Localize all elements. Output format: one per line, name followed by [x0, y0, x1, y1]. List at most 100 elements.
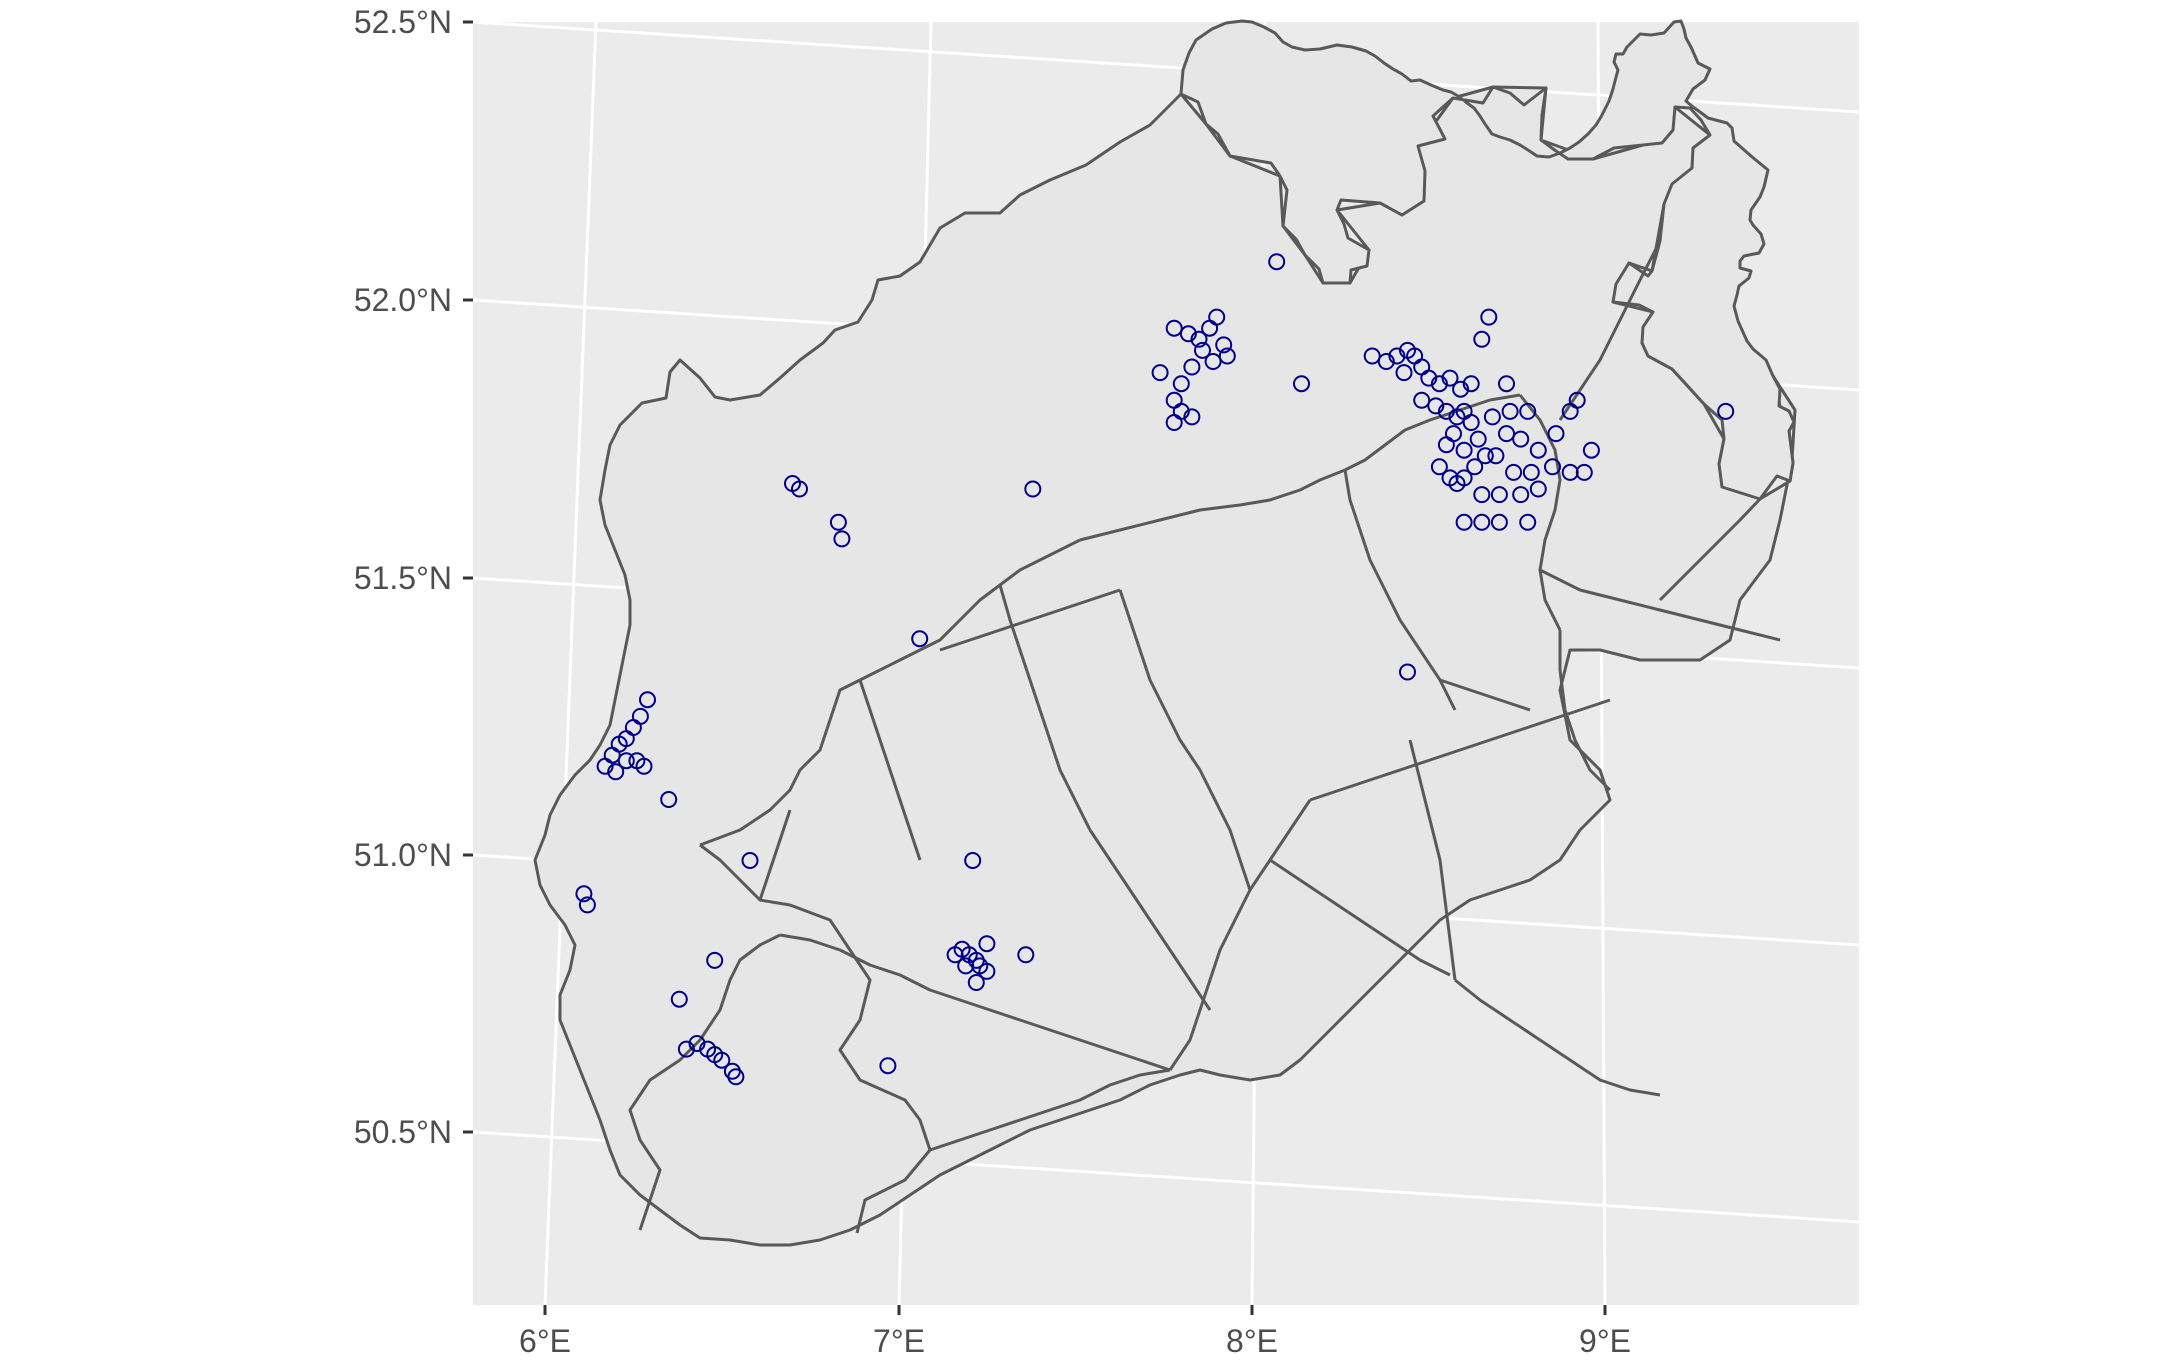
district-border	[858, 679, 922, 861]
district-border	[1558, 240, 1662, 421]
district-borders	[628, 240, 1781, 1234]
observation-point	[1568, 391, 1586, 409]
observation-point	[1498, 375, 1515, 393]
y-axis: 52.5°N 52.0°N 51.5°N 51.0°N 50.5°N	[354, 4, 473, 1150]
observation-point	[967, 974, 985, 991]
observation-point	[1529, 480, 1547, 498]
observation-point	[1512, 430, 1530, 448]
observation-point	[1024, 480, 1042, 498]
observation-point	[1208, 308, 1226, 326]
observation-point	[879, 1057, 897, 1075]
observation-point	[741, 852, 759, 869]
observation-point	[1183, 408, 1201, 426]
observation-point	[1179, 325, 1197, 343]
district-border	[1558, 630, 1612, 792]
observation-point	[1480, 308, 1498, 326]
observation-point	[833, 530, 851, 548]
observation-point	[1413, 391, 1431, 409]
observation-point	[1165, 414, 1183, 431]
observation-point	[1582, 441, 1600, 459]
observation-point	[1388, 347, 1406, 365]
observation-point	[1490, 486, 1508, 504]
observation-point	[1218, 347, 1236, 365]
observation-point	[660, 791, 678, 808]
observation-point	[713, 1051, 731, 1069]
district-border	[1454, 978, 1661, 1097]
observation-point	[1519, 402, 1537, 420]
observation-point	[635, 757, 653, 775]
district-border	[1343, 469, 1457, 711]
observation-point	[1522, 463, 1540, 481]
observation-point	[1204, 353, 1222, 370]
y-tick-label: 51.5°N	[354, 560, 452, 596]
district-border	[1309, 698, 1611, 802]
x-axis: 6°E 7°E 8°E 9°E	[519, 1305, 1631, 1359]
district-border	[758, 809, 792, 901]
observation-point	[1483, 408, 1501, 426]
district-border	[1518, 394, 1562, 631]
observation-point	[978, 962, 996, 980]
observation-point	[1575, 463, 1593, 481]
observation-point	[957, 957, 975, 975]
observation-point	[1476, 447, 1494, 465]
district-border	[998, 584, 1092, 831]
observation-point	[727, 1068, 745, 1086]
district-border	[1118, 589, 1252, 891]
observation-point	[1466, 458, 1484, 476]
district-border	[779, 933, 1171, 1072]
district-border	[1539, 568, 1781, 642]
observation-point	[1490, 513, 1508, 531]
observation-point	[1512, 486, 1530, 504]
district-border	[879, 538, 1081, 672]
observation-point	[1717, 402, 1735, 420]
observation-point	[1519, 513, 1537, 531]
district-border	[1408, 739, 1457, 981]
observation-points	[575, 253, 1735, 1086]
observation-point	[1165, 319, 1183, 337]
observation-point	[964, 852, 982, 869]
observation-point	[617, 752, 635, 770]
observation-point	[677, 1040, 695, 1058]
observation-point	[1190, 330, 1208, 348]
observation-point	[1183, 358, 1201, 376]
y-tick-label: 51.0°N	[354, 837, 452, 873]
observation-point	[1473, 330, 1491, 348]
observation-point	[1473, 486, 1491, 504]
district-border	[1168, 799, 1312, 1071]
observation-point	[1462, 414, 1480, 431]
observation-point	[1363, 347, 1381, 365]
y-tick-label: 50.5°N	[354, 1114, 452, 1150]
graticule-line	[543, 21, 598, 1306]
observation-point	[670, 990, 688, 1008]
observation-point	[1441, 369, 1459, 387]
observation-point	[1430, 375, 1448, 393]
observation-point	[1399, 663, 1416, 681]
district-border	[939, 588, 1121, 652]
observation-point	[1172, 375, 1190, 393]
observation-point	[1544, 458, 1561, 476]
observation-point	[1452, 380, 1470, 398]
observation-point	[1293, 375, 1310, 393]
observation-point	[1437, 402, 1455, 420]
observation-point	[1427, 397, 1445, 415]
district-border	[699, 668, 881, 847]
district-border	[1439, 678, 1531, 712]
observation-point	[607, 763, 625, 781]
observation-point	[596, 757, 614, 775]
observation-point	[1430, 458, 1448, 476]
observation-point	[1420, 369, 1438, 387]
observation-point	[1017, 946, 1035, 964]
y-tick-label: 52.0°N	[354, 282, 452, 318]
district-border	[699, 843, 932, 1234]
district-border	[929, 1068, 1171, 1152]
district-border	[1658, 497, 1762, 602]
observation-point	[1268, 253, 1286, 271]
district-border	[1088, 829, 1212, 1011]
observation-point	[1215, 336, 1233, 354]
observation-point	[688, 1035, 706, 1052]
district-border	[628, 933, 781, 1231]
y-tick-label: 52.5°N	[354, 4, 452, 40]
state-outline	[1179, 19, 1796, 501]
observation-point	[1455, 469, 1473, 487]
